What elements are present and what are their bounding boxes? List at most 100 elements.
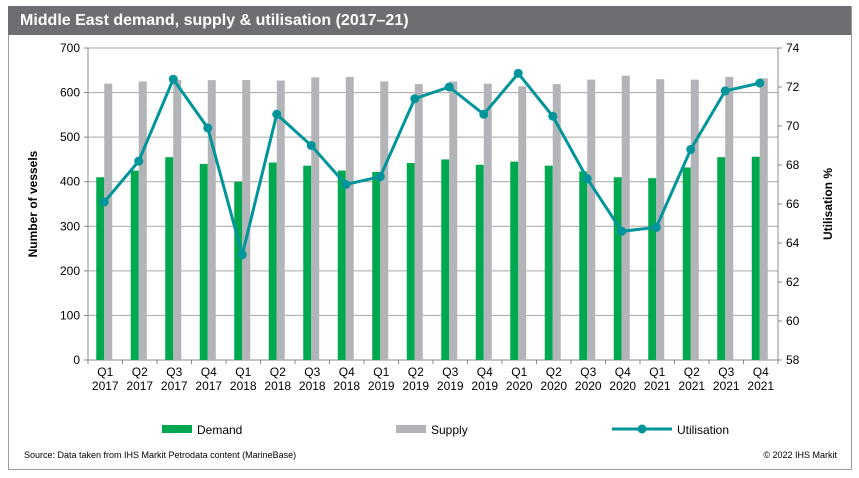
x-tick-label: Q3 xyxy=(718,365,734,379)
utilisation-point xyxy=(237,250,247,260)
demand-bar xyxy=(475,164,484,360)
y-tick-label: 200 xyxy=(60,264,80,278)
demand-bar xyxy=(372,171,381,360)
legend-label-demand: Demand xyxy=(197,423,242,437)
demand-bar xyxy=(579,171,588,360)
utilisation-point xyxy=(203,123,213,133)
demand-bar xyxy=(199,163,208,360)
y-axis-label: Number of vessels xyxy=(26,150,40,257)
y-tick-label: 0 xyxy=(73,353,80,367)
utilisation-point xyxy=(582,174,592,184)
x-tick-label: 2019 xyxy=(402,379,429,393)
y2-tick-label: 66 xyxy=(786,197,800,211)
y2-tick-label: 70 xyxy=(786,119,800,133)
x-tick-label: 2018 xyxy=(299,379,326,393)
demand-bar xyxy=(648,178,657,360)
demand-bar xyxy=(406,162,415,360)
x-tick-label: Q4 xyxy=(753,365,769,379)
utilisation-line xyxy=(103,70,761,261)
x-tick-label: 2020 xyxy=(609,379,636,393)
supply-bar xyxy=(759,78,768,361)
supply-bar xyxy=(621,75,630,361)
demand-bar xyxy=(682,167,691,360)
x-tick-label: Q1 xyxy=(373,365,389,379)
supply-bar xyxy=(552,84,561,361)
x-tick-label: Q3 xyxy=(304,365,320,379)
supply-bar xyxy=(725,76,734,360)
y2-tick-label: 60 xyxy=(786,314,800,328)
x-tick-label: Q1 xyxy=(511,365,527,379)
y2-tick-label: 62 xyxy=(786,275,800,289)
x-tick-label: Q3 xyxy=(166,365,182,379)
legend-swatch-demand xyxy=(162,425,192,433)
utilisation-point xyxy=(755,78,765,88)
utilisation-point xyxy=(168,74,178,84)
supply-bar xyxy=(173,80,182,360)
y2-tick-label: 64 xyxy=(786,236,800,250)
utilisation-point xyxy=(720,86,730,96)
demand-bar xyxy=(613,177,622,360)
x-tick-label: Q1 xyxy=(97,365,113,379)
demand-bar xyxy=(441,159,450,360)
x-tick-label: 2017 xyxy=(126,379,153,393)
demand-bar xyxy=(234,181,243,360)
legend-label-utilisation: Utilisation xyxy=(677,423,729,437)
supply-bar xyxy=(449,81,458,360)
demand-bar xyxy=(751,156,760,360)
supply-bar xyxy=(276,80,285,360)
utilisation-point xyxy=(479,109,489,119)
y-tick-label: 700 xyxy=(60,41,80,55)
x-tick-label: Q4 xyxy=(615,365,631,379)
x-tick-label: Q2 xyxy=(408,365,424,379)
legend-marker-utilisation xyxy=(637,424,647,434)
x-tick-label: Q4 xyxy=(339,365,355,379)
x-tick-label: 2021 xyxy=(644,379,671,393)
x-tick-label: 2018 xyxy=(264,379,291,393)
utilisation-point xyxy=(651,222,661,232)
demand-bar xyxy=(165,157,174,360)
x-tick-label: Q4 xyxy=(201,365,217,379)
utilisation-point xyxy=(548,111,558,121)
demand-bar xyxy=(130,170,139,360)
x-tick-label: 2019 xyxy=(368,379,395,393)
x-tick-label: 2021 xyxy=(678,379,705,393)
y2-tick-label: 72 xyxy=(786,80,800,94)
y2-tick-label: 74 xyxy=(786,41,800,55)
x-tick-label: Q3 xyxy=(442,365,458,379)
demand-bar xyxy=(544,165,553,360)
x-tick-label: 2021 xyxy=(713,379,740,393)
y-tick-label: 500 xyxy=(60,130,80,144)
demand-bar xyxy=(268,162,277,360)
utilisation-point xyxy=(444,82,454,92)
supply-bar xyxy=(414,84,423,361)
y-tick-label: 600 xyxy=(60,86,80,100)
supply-bar xyxy=(345,76,354,360)
x-tick-label: Q1 xyxy=(649,365,665,379)
supply-bar xyxy=(483,83,492,361)
x-tick-label: 2018 xyxy=(230,379,257,393)
x-tick-label: 2020 xyxy=(575,379,602,393)
y2-tick-label: 68 xyxy=(786,158,800,172)
x-tick-label: 2017 xyxy=(161,379,188,393)
x-tick-label: 2020 xyxy=(506,379,533,393)
x-tick-label: 2019 xyxy=(437,379,464,393)
source-note: Source: Data taken from IHS Markit Petro… xyxy=(24,450,297,460)
supply-bar xyxy=(104,83,113,361)
x-tick-label: 2017 xyxy=(195,379,222,393)
supply-bar xyxy=(138,81,147,360)
x-tick-label: Q3 xyxy=(580,365,596,379)
supply-bar xyxy=(311,77,320,360)
x-tick-label: 2020 xyxy=(540,379,567,393)
utilisation-point xyxy=(686,144,696,154)
legend-label-supply: Supply xyxy=(431,423,468,437)
x-tick-label: 2019 xyxy=(471,379,498,393)
y2-tick-label: 58 xyxy=(786,353,800,367)
supply-bar xyxy=(242,80,251,360)
supply-bar xyxy=(380,81,389,360)
demand-bar xyxy=(303,165,312,360)
utilisation-point xyxy=(306,141,316,150)
y-tick-label: 400 xyxy=(60,175,80,189)
utilisation-point xyxy=(272,109,282,119)
